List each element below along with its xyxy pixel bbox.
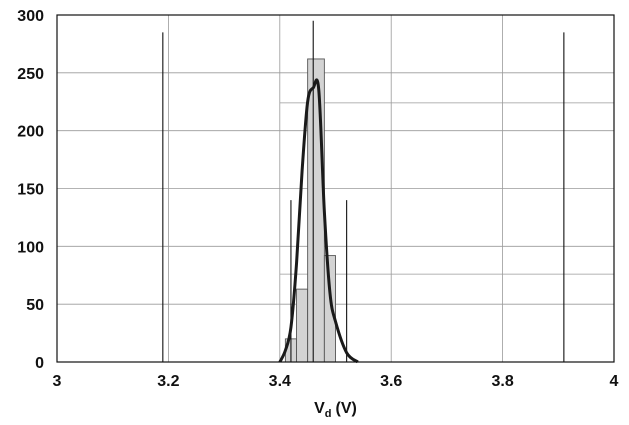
fit-curve-group bbox=[278, 78, 359, 364]
x-axis-label-subscript: d bbox=[325, 408, 332, 420]
x-tick-label: 3.4 bbox=[269, 373, 291, 390]
y-tick-label: 100 bbox=[17, 239, 44, 256]
y-tick-label: 200 bbox=[17, 124, 44, 141]
x-tick-labels: 3 3.2 3.4 3.6 3.8 4 bbox=[53, 373, 619, 390]
vertical-markers bbox=[162, 20, 565, 362]
y-tick-labels: 300 250 200 150 100 50 0 bbox=[17, 8, 44, 372]
y-tick-label: 50 bbox=[26, 297, 44, 314]
plot-frame bbox=[56, 14, 615, 363]
x-axis-label-unit: (V) bbox=[336, 400, 357, 417]
x-tick-label: 3.8 bbox=[491, 373, 513, 390]
x-tick-label: 4 bbox=[610, 373, 619, 390]
x-tick-label: 3.2 bbox=[157, 373, 179, 390]
x-tick-label: 3 bbox=[53, 373, 62, 390]
histogram-bar bbox=[296, 288, 309, 363]
x-axis-label: Vd (V) bbox=[314, 400, 357, 420]
fit-curve bbox=[278, 78, 359, 364]
histogram-bar bbox=[307, 58, 325, 363]
y-tick-label: 0 bbox=[35, 355, 44, 372]
y-tick-label: 150 bbox=[17, 182, 44, 199]
x-axis-label-main: V bbox=[314, 400, 325, 417]
x-tick-label: 3.6 bbox=[380, 373, 402, 390]
y-tick-label: 250 bbox=[17, 66, 44, 83]
histogram-bar bbox=[323, 255, 336, 363]
y-tick-label: 300 bbox=[17, 8, 44, 25]
